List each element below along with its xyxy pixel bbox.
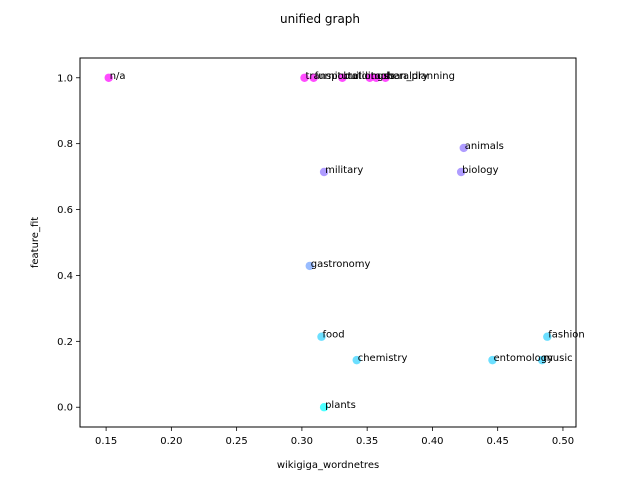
data-point	[459, 143, 468, 153]
data-point	[456, 167, 466, 177]
data-point-label: entomology	[493, 353, 553, 364]
data-point-label: military	[325, 165, 363, 176]
data-point	[309, 73, 318, 82]
data-point-label: animals	[465, 141, 504, 152]
data-point	[381, 73, 390, 82]
data-point-label: tools	[371, 71, 395, 82]
x-tick-label: 0.35	[356, 436, 378, 447]
plot-frame	[79, 57, 577, 428]
data-point-label: food	[322, 330, 344, 341]
chart-title: unified graph	[280, 12, 360, 26]
data-point	[104, 73, 113, 82]
data-point-label: buildings	[343, 71, 388, 82]
data-point-label: heraldry	[386, 71, 428, 82]
y-tick-label: 0.6	[57, 205, 73, 216]
data-point-label: chemistry	[358, 353, 408, 364]
y-tick-label: 0.4	[57, 271, 73, 282]
x-tick-label: 0.40	[421, 436, 443, 447]
data-point-label: transportation	[306, 71, 378, 82]
y-tick-label: 1.0	[57, 73, 73, 84]
y-tick-label: 0.8	[57, 139, 73, 150]
data-point-label: furniture	[315, 71, 358, 82]
data-point-label: n/a	[110, 71, 126, 82]
x-axis-title: wikigiga_wordnetres	[277, 460, 379, 471]
y-tick-label: 0.0	[57, 403, 73, 414]
x-tick-label: 0.45	[487, 436, 509, 447]
data-point	[319, 403, 329, 412]
data-point-label: gastronomy	[311, 259, 371, 270]
x-tick-label: 0.20	[160, 436, 182, 447]
data-point	[352, 355, 361, 365]
data-point	[372, 73, 381, 82]
x-tick-label: 0.50	[552, 436, 574, 447]
data-point	[488, 355, 497, 365]
data-point	[319, 167, 329, 177]
data-point-label: fashion	[548, 330, 584, 341]
data-point-label: biology	[462, 165, 498, 176]
data-point	[305, 261, 314, 271]
y-axis-title: feature_fit	[30, 217, 41, 268]
data-point-label: plants	[325, 400, 356, 411]
data-point	[537, 355, 547, 365]
data-point	[338, 73, 347, 82]
data-point-label: urban_planning	[377, 71, 455, 82]
y-tick-label: 0.2	[57, 337, 73, 348]
data-point	[317, 332, 326, 341]
plot-marks	[104, 73, 552, 412]
y-axis: 0.0 0.2 0.4 0.6 0.8 1.0	[57, 73, 80, 414]
x-tick-label: 0.25	[225, 436, 247, 447]
x-tick-label: 0.15	[95, 436, 117, 447]
data-point	[300, 73, 309, 82]
data-point-label: music	[543, 353, 573, 364]
point-labels: n/a transportationfurniturebuildingstools…	[110, 71, 585, 411]
data-point	[543, 332, 552, 341]
x-axis: 0.15 0.20 0.25 0.30 0.35 0.40 0.45 0.50	[95, 427, 574, 447]
x-tick-label: 0.30	[291, 436, 313, 447]
data-point	[365, 73, 374, 82]
